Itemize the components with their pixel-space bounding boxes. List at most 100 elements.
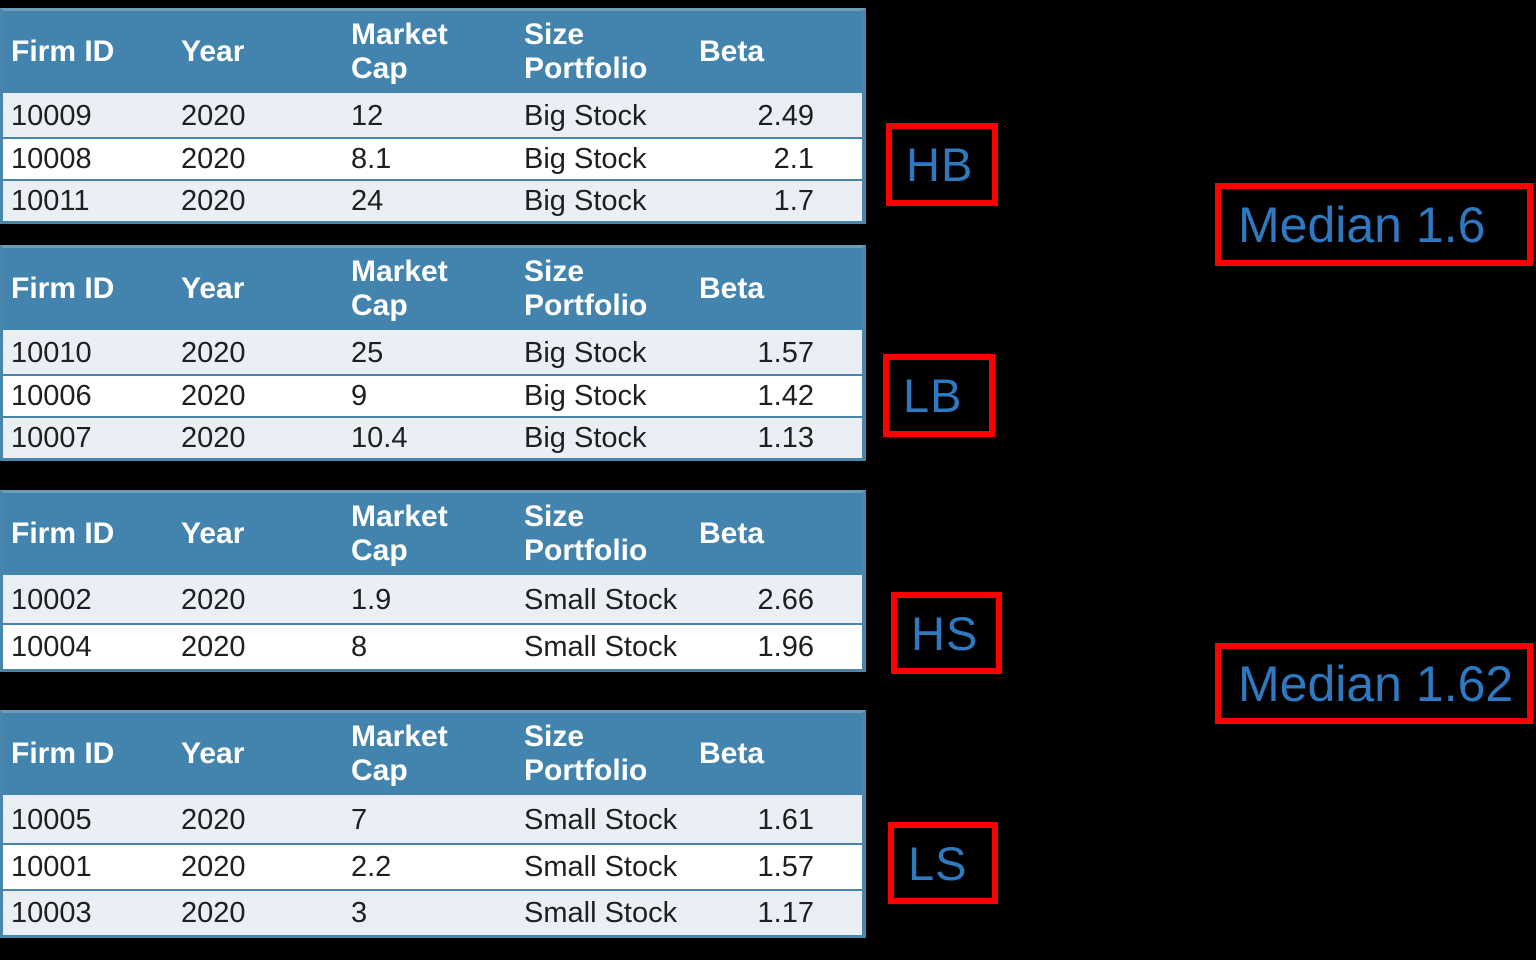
cell-firm-id: 10009 xyxy=(11,99,92,132)
cell-year: 2020 xyxy=(181,850,246,883)
cell-size-portfolio: Big Stock xyxy=(524,99,647,132)
cell-market-cap: 8.1 xyxy=(351,142,392,175)
cell-beta: 1.42 xyxy=(757,379,814,412)
median-annotation-small: Median 1.62 xyxy=(1215,643,1533,724)
cell-beta: 1.57 xyxy=(757,850,814,883)
cell-size-portfolio: Small Stock xyxy=(524,630,678,663)
cell-beta: 1.7 xyxy=(773,184,814,217)
cell-year: 2020 xyxy=(181,583,246,616)
column-header-size-portfolio: Size Portfolio xyxy=(524,499,648,568)
cell-market-cap: 8 xyxy=(351,630,368,663)
column-header-year: Year xyxy=(181,34,245,68)
table-ls: Firm ID Year Market Cap Size Portfolio B… xyxy=(0,710,866,938)
column-header-size-portfolio: Size Portfolio xyxy=(524,719,648,788)
cell-size-portfolio: Big Stock xyxy=(524,421,647,454)
cell-year: 2020 xyxy=(181,803,246,836)
cell-beta: 2.49 xyxy=(757,99,814,132)
column-header-beta: Beta xyxy=(699,736,765,770)
cell-market-cap: 24 xyxy=(351,184,384,217)
column-header-beta: Beta xyxy=(699,271,765,305)
cell-firm-id: 10002 xyxy=(11,583,92,616)
group-label-hb: HB xyxy=(886,123,998,206)
cell-size-portfolio: Big Stock xyxy=(524,184,647,217)
table-row: 10010 2020 25 Big Stock 1.57 xyxy=(3,332,862,374)
table-row: 10001 2020 2.2 Small Stock 1.57 xyxy=(3,843,862,889)
table-row: 10011 2020 24 Big Stock 1.7 xyxy=(3,179,862,221)
cell-firm-id: 10008 xyxy=(11,142,92,175)
table-header-row: Firm ID Year Market Cap Size Portfolio B… xyxy=(3,493,862,577)
column-header-year: Year xyxy=(181,516,245,550)
cell-market-cap: 10.4 xyxy=(351,421,408,454)
cell-beta: 2.1 xyxy=(773,142,814,175)
cell-firm-id: 10001 xyxy=(11,850,92,883)
column-header-year: Year xyxy=(181,271,245,305)
table-header-row: Firm ID Year Market Cap Size Portfolio B… xyxy=(3,248,862,332)
table-hs: Firm ID Year Market Cap Size Portfolio B… xyxy=(0,490,866,672)
cell-market-cap: 25 xyxy=(351,336,384,369)
cell-firm-id: 10006 xyxy=(11,379,92,412)
cell-market-cap: 3 xyxy=(351,896,368,929)
group-label-hs: HS xyxy=(891,592,1002,674)
cell-firm-id: 10007 xyxy=(11,421,92,454)
cell-beta: 1.17 xyxy=(757,896,814,929)
cell-beta: 2.66 xyxy=(757,583,814,616)
group-label-lb: LB xyxy=(883,354,995,437)
column-header-firm-id: Firm ID xyxy=(11,271,115,305)
cell-size-portfolio: Big Stock xyxy=(524,379,647,412)
cell-year: 2020 xyxy=(181,142,246,175)
cell-size-portfolio: Small Stock xyxy=(524,803,678,836)
column-header-firm-id: Firm ID xyxy=(11,736,115,770)
cell-year: 2020 xyxy=(181,630,246,663)
table-row: 10005 2020 7 Small Stock 1.61 xyxy=(3,797,862,843)
cell-market-cap: 2.2 xyxy=(351,850,392,883)
cell-year: 2020 xyxy=(181,336,246,369)
table-row: 10009 2020 12 Big Stock 2.49 xyxy=(3,95,862,137)
group-label-ls: LS xyxy=(888,822,998,904)
cell-firm-id: 10004 xyxy=(11,630,92,663)
column-header-beta: Beta xyxy=(699,34,765,68)
table-header-row: Firm ID Year Market Cap Size Portfolio B… xyxy=(3,11,862,95)
table-row: 10008 2020 8.1 Big Stock 2.1 xyxy=(3,137,862,179)
column-header-market-cap: Market Cap xyxy=(351,719,448,788)
table-hb: Firm ID Year Market Cap Size Portfolio B… xyxy=(0,8,866,224)
cell-market-cap: 9 xyxy=(351,379,368,412)
cell-year: 2020 xyxy=(181,184,246,217)
cell-beta: 1.61 xyxy=(757,803,814,836)
column-header-firm-id: Firm ID xyxy=(11,516,115,550)
cell-beta: 1.57 xyxy=(757,336,814,369)
cell-size-portfolio: Small Stock xyxy=(524,850,678,883)
column-header-market-cap: Market Cap xyxy=(351,499,448,568)
median-annotation-big: Median 1.6 xyxy=(1215,183,1533,266)
table-row: 10004 2020 8 Small Stock 1.96 xyxy=(3,623,862,669)
table-header-row: Firm ID Year Market Cap Size Portfolio B… xyxy=(3,713,862,797)
cell-firm-id: 10010 xyxy=(11,336,92,369)
table-row: 10007 2020 10.4 Big Stock 1.13 xyxy=(3,416,862,458)
table-row: 10006 2020 9 Big Stock 1.42 xyxy=(3,374,862,416)
cell-size-portfolio: Small Stock xyxy=(524,896,678,929)
cell-market-cap: 12 xyxy=(351,99,384,132)
cell-market-cap: 7 xyxy=(351,803,368,836)
cell-firm-id: 10011 xyxy=(11,184,90,217)
table-row: 10003 2020 3 Small Stock 1.17 xyxy=(3,889,862,935)
cell-year: 2020 xyxy=(181,99,246,132)
cell-size-portfolio: Big Stock xyxy=(524,142,647,175)
cell-firm-id: 10003 xyxy=(11,896,92,929)
cell-year: 2020 xyxy=(181,421,246,454)
cell-market-cap: 1.9 xyxy=(351,583,392,616)
cell-beta: 1.96 xyxy=(757,630,814,663)
cell-firm-id: 10005 xyxy=(11,803,92,836)
column-header-market-cap: Market Cap xyxy=(351,17,448,86)
column-header-beta: Beta xyxy=(699,516,765,550)
cell-year: 2020 xyxy=(181,896,246,929)
table-lb: Firm ID Year Market Cap Size Portfolio B… xyxy=(0,245,866,461)
column-header-year: Year xyxy=(181,736,245,770)
column-header-size-portfolio: Size Portfolio xyxy=(524,17,648,86)
column-header-firm-id: Firm ID xyxy=(11,34,115,68)
cell-year: 2020 xyxy=(181,379,246,412)
column-header-market-cap: Market Cap xyxy=(351,254,448,323)
table-row: 10002 2020 1.9 Small Stock 2.66 xyxy=(3,577,862,623)
cell-beta: 1.13 xyxy=(757,421,814,454)
cell-size-portfolio: Big Stock xyxy=(524,336,647,369)
column-header-size-portfolio: Size Portfolio xyxy=(524,254,648,323)
